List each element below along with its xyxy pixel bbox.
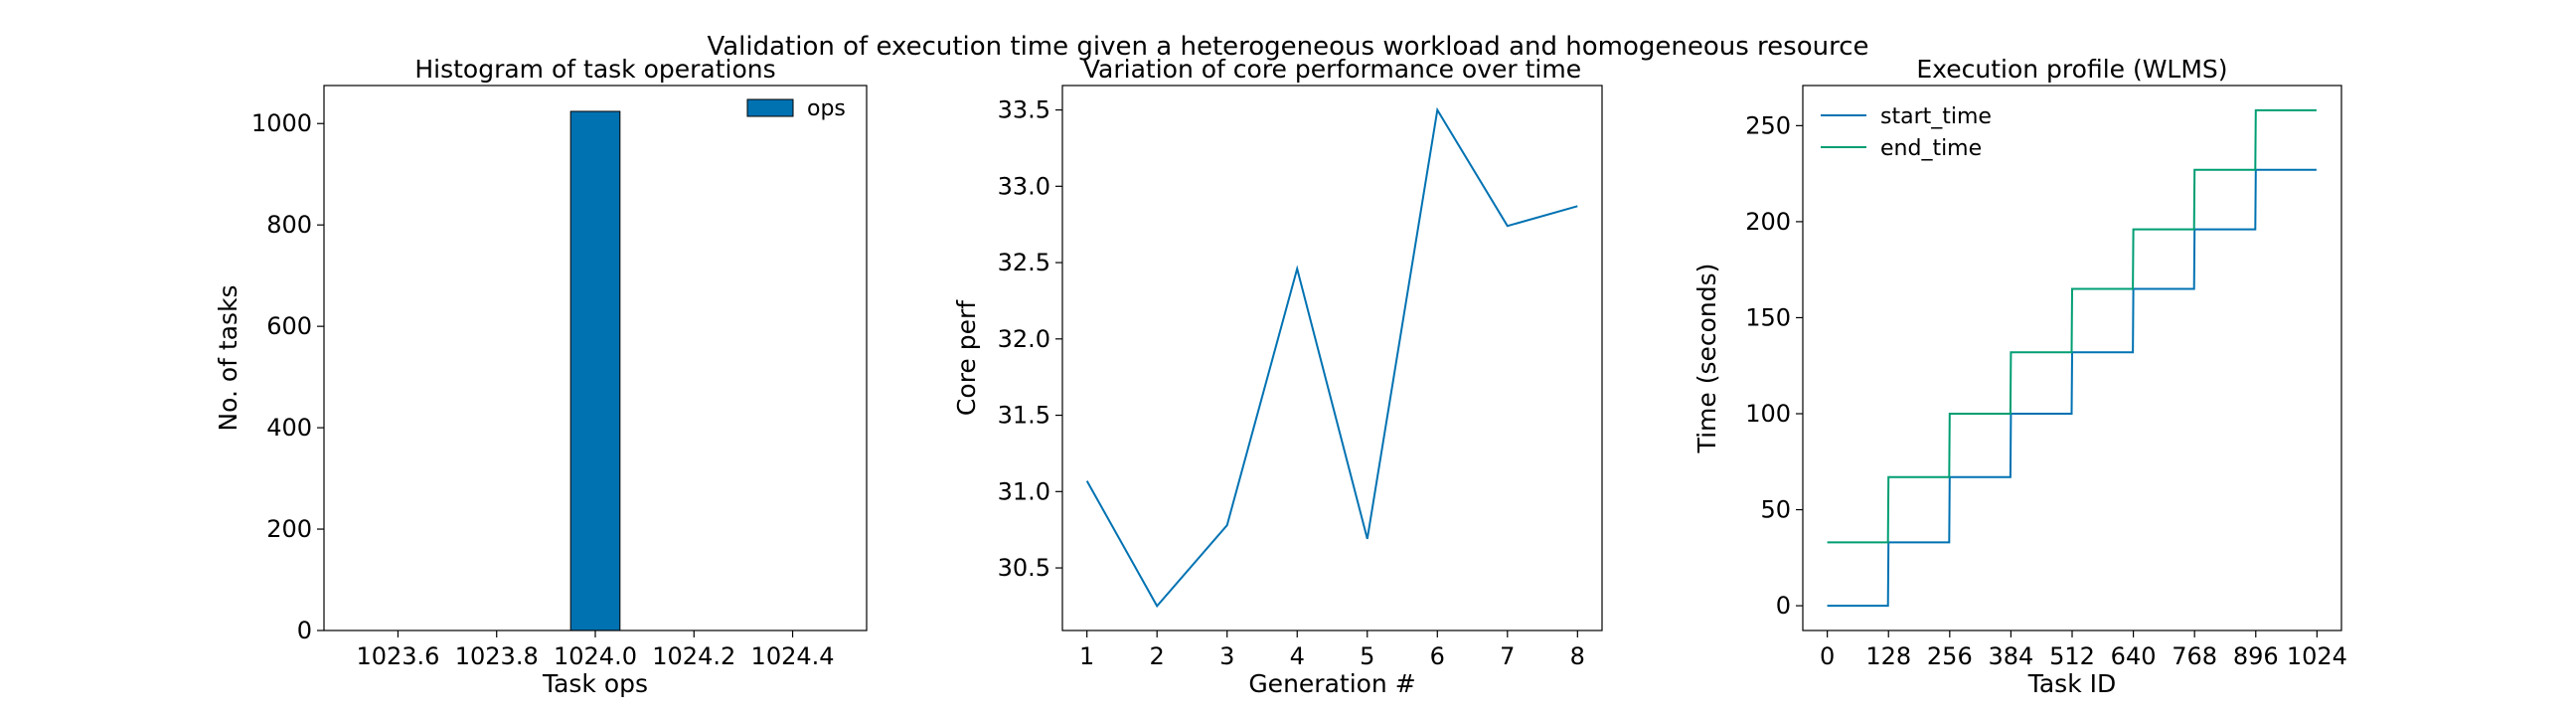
x-tick-label: 6 <box>1430 642 1445 670</box>
y-axis-label: Core perf <box>952 299 981 416</box>
legend: start_time end_time <box>1821 104 1992 161</box>
series-line <box>1085 106 1578 609</box>
x-axis-label: Task ID <box>2027 669 2117 698</box>
x-axis-label: Generation # <box>1248 669 1415 698</box>
x-tick-label: 2 <box>1150 642 1165 670</box>
x-tick-label: 4 <box>1290 642 1305 670</box>
histogram-bar <box>569 110 621 631</box>
legend-entry-label: ops <box>807 96 846 121</box>
y-tick-label: 1000 <box>251 109 312 137</box>
x-tick-label: 128 <box>1865 642 1911 670</box>
legend-entry-label: end_time <box>1880 136 1982 161</box>
y-tick-label: 100 <box>1745 400 1791 428</box>
x-tick-label: 1024.4 <box>751 642 835 670</box>
y-tick-label: 30.5 <box>998 554 1050 582</box>
legend-entry-label: start_time <box>1880 104 1992 129</box>
x-tick-label: 1024 <box>2287 642 2347 670</box>
chart-panel-3: Execution profile (WLMS) 0 128 256 384 512 640… <box>1692 55 2347 698</box>
x-tick-label: 512 <box>2049 642 2095 670</box>
x-tick-label: 5 <box>1360 642 1374 670</box>
y-tick-label: 800 <box>266 211 312 239</box>
figure-suptitle: Validation of execution time given a het… <box>707 32 1868 62</box>
series-line-start-time <box>1827 168 2317 608</box>
x-tick-label: 0 <box>1820 642 1835 670</box>
axes-frame <box>1061 85 1603 631</box>
y-tick-label: 33.0 <box>998 172 1050 200</box>
y-tick-label: 31.5 <box>998 402 1050 430</box>
y-axis-label: No. of tasks <box>214 284 242 431</box>
chart-panel-2: Variation of core performance over time 1… <box>952 55 1603 698</box>
x-axis-label: Task ops <box>542 669 648 698</box>
x-tick-label: 1 <box>1079 642 1094 670</box>
y-tick-label: 50 <box>1760 496 1791 524</box>
y-axis-label: Time (seconds) <box>1692 264 1721 454</box>
x-tick-label: 768 <box>2172 642 2217 670</box>
y-tick-label: 32.0 <box>998 325 1050 353</box>
y-tick-label: 33.5 <box>998 96 1050 124</box>
y-tick-label: 400 <box>266 414 312 442</box>
x-tick-label: 1024.2 <box>652 642 735 670</box>
y-tick-label: 250 <box>1745 111 1791 139</box>
chart-title: Histogram of task operations <box>414 55 775 84</box>
chart-panel-1: Histogram of task operations 1023.6 1023.8… <box>214 55 868 698</box>
x-tick-label: 7 <box>1500 642 1515 670</box>
x-tick-label: 1023.6 <box>356 642 439 670</box>
chart-title: Execution profile (WLMS) <box>1916 55 2227 84</box>
x-tick-label: 1024.0 <box>554 642 637 670</box>
x-tick-label: 256 <box>1927 642 1973 670</box>
y-tick-label: 0 <box>1776 592 1791 620</box>
x-tick-label: 384 <box>1989 642 2034 670</box>
y-tick-label: 150 <box>1745 303 1791 331</box>
x-tick-label: 1023.8 <box>455 642 539 670</box>
y-tick-label: 31.0 <box>998 477 1050 505</box>
legend: ops <box>746 96 846 121</box>
x-tick-label: 896 <box>2233 642 2279 670</box>
y-tick-label: 32.5 <box>998 249 1050 276</box>
legend-swatch <box>746 98 794 117</box>
y-tick-label: 600 <box>266 312 312 340</box>
x-tick-label: 3 <box>1219 642 1234 670</box>
x-tick-label: 640 <box>2111 642 2157 670</box>
y-tick-label: 0 <box>297 617 312 644</box>
series-line-end-time <box>1827 108 2317 544</box>
y-tick-label: 200 <box>1745 208 1791 236</box>
y-tick-label: 200 <box>266 515 312 543</box>
x-tick-label: 8 <box>1570 642 1585 670</box>
chart-title: Variation of core performance over time <box>1083 55 1581 84</box>
